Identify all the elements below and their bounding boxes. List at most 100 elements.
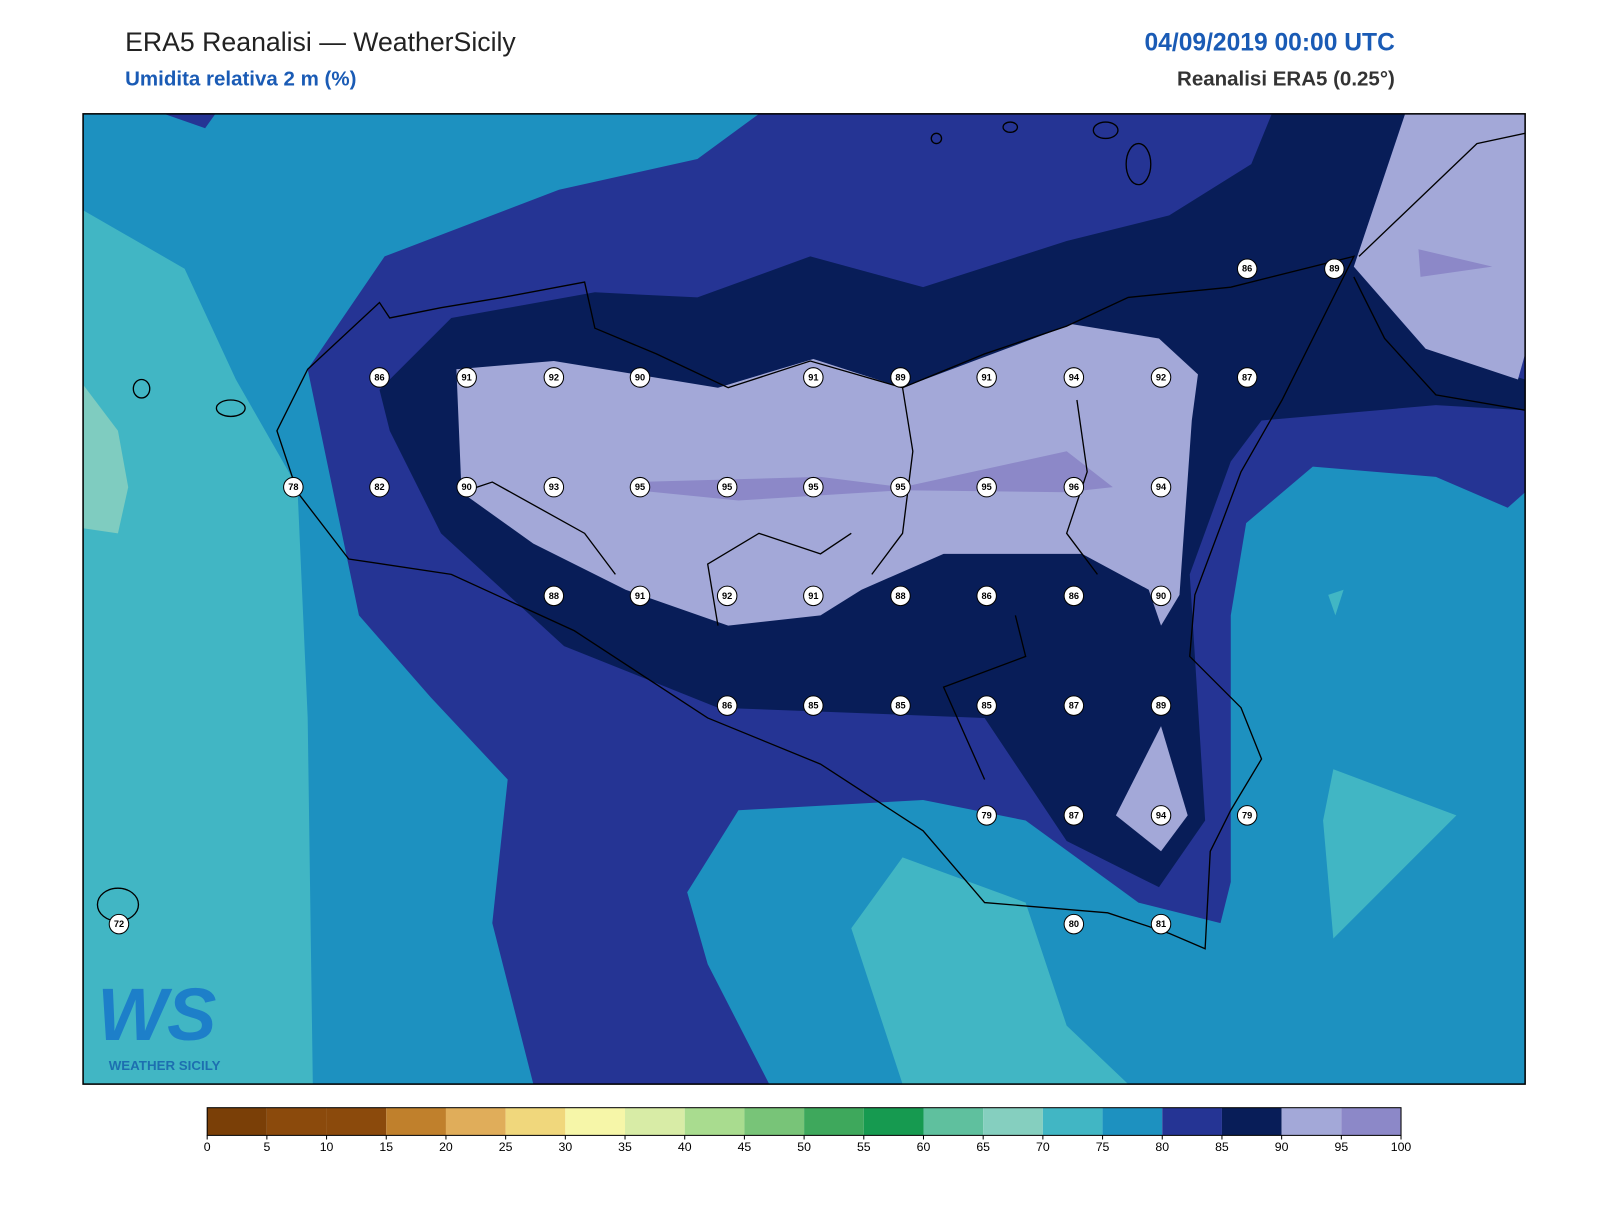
station-value: 91 (462, 372, 472, 382)
station-marker (369, 476, 390, 498)
contour-80-85 (164, 113, 216, 129)
station-marker (543, 585, 565, 607)
colorbar-bin (1162, 1107, 1222, 1136)
colorbar-tick-label: 0 (204, 1140, 211, 1154)
colorbar-tick-label: 55 (857, 1140, 871, 1154)
colorbar-bin (326, 1107, 387, 1136)
colorbar-tick-label: 50 (797, 1140, 811, 1154)
station-value: 87 (1069, 701, 1079, 711)
station-value: 90 (635, 372, 645, 382)
colorbar-tick-label: 100 (1391, 1140, 1412, 1154)
station-value: 86 (982, 591, 992, 601)
colorbar-bin (923, 1107, 984, 1136)
station-value: 91 (982, 372, 992, 382)
station-value: 78 (288, 482, 298, 492)
station-marker (890, 695, 911, 716)
station-value: 94 (1156, 810, 1167, 820)
colorbar-tick-label: 5 (263, 1140, 270, 1154)
station-value: 96 (1069, 482, 1079, 492)
colorbar-tick-label: 45 (738, 1140, 752, 1154)
island (1002, 121, 1019, 133)
station-value: 87 (1242, 372, 1252, 382)
colorbar-tick-label: 25 (499, 1140, 513, 1154)
station-marker (976, 695, 997, 716)
station-value: 93 (549, 482, 559, 492)
station-marker (369, 367, 390, 388)
station-marker (803, 476, 824, 498)
station-value: 79 (982, 810, 992, 820)
island (1125, 142, 1152, 186)
station-marker (1150, 913, 1172, 935)
colorbar-tick-label: 35 (618, 1140, 632, 1154)
title: ERA5 Reanalisi — WeatherSicily (125, 27, 516, 57)
station-marker (283, 476, 304, 498)
island (930, 132, 943, 145)
station-value: 85 (982, 701, 992, 711)
colorbar-tick-label: 30 (558, 1140, 572, 1154)
island (215, 399, 246, 418)
station-marker (1150, 695, 1172, 716)
station-marker (1236, 258, 1258, 279)
colorbar-bin (1221, 1107, 1282, 1136)
station-marker (108, 913, 130, 935)
station-value: 95 (635, 482, 645, 492)
station-marker (1324, 258, 1345, 279)
colorbar-tick-label: 10 (320, 1140, 334, 1154)
station-marker (1150, 805, 1172, 826)
station-marker (803, 585, 824, 607)
colorbar-tick-label: 90 (1275, 1140, 1289, 1154)
station-value: 90 (1156, 591, 1166, 601)
station-value: 86 (722, 701, 732, 711)
station-value: 95 (982, 482, 992, 492)
colorbar-bin (266, 1107, 327, 1136)
colorbar-tick-label: 20 (439, 1140, 453, 1154)
station-marker (629, 367, 651, 388)
station-value: 94 (1069, 372, 1080, 382)
colorbar-bin (1102, 1107, 1163, 1136)
station-value: 82 (374, 482, 384, 492)
coastline-calabria (1353, 132, 1526, 411)
colorbar-bin (207, 1107, 267, 1136)
colorbar-bin (1042, 1107, 1103, 1136)
station-marker (1236, 805, 1258, 826)
colorbar-bin (505, 1107, 566, 1136)
station-value: 88 (549, 591, 559, 601)
station-value: 92 (1156, 372, 1166, 382)
station-marker (976, 585, 997, 607)
station-marker (543, 367, 565, 388)
station-value: 95 (895, 482, 905, 492)
colorbar-tick-label: 60 (917, 1140, 931, 1154)
colorbar-bin (565, 1107, 626, 1136)
station-marker (1063, 913, 1085, 935)
station-marker (716, 585, 738, 607)
colorbar-bin (863, 1107, 924, 1136)
station-marker (629, 476, 651, 498)
colorbar-bin (684, 1107, 745, 1136)
colorbar-bin (804, 1107, 864, 1136)
station-marker (976, 367, 997, 388)
station-marker (890, 476, 911, 498)
station-value: 88 (895, 591, 905, 601)
station-marker (890, 585, 911, 607)
island (1092, 121, 1119, 140)
station-marker (456, 367, 477, 388)
station-marker (890, 367, 911, 388)
station-value: 92 (722, 591, 732, 601)
station-value: 89 (1329, 264, 1339, 274)
station-marker (976, 805, 997, 826)
colorbar-tick-label: 65 (976, 1140, 990, 1154)
colorbar-tick-label: 70 (1036, 1140, 1050, 1154)
colorbar-tick-label: 85 (1215, 1140, 1229, 1154)
station-value: 79 (1242, 810, 1252, 820)
colorbar-tick-label: 40 (678, 1140, 692, 1154)
station-value: 80 (1069, 919, 1079, 929)
station-value: 85 (808, 701, 818, 711)
station-value: 92 (549, 372, 559, 382)
map-frame (82, 113, 1526, 1085)
colorbar-bin (386, 1107, 446, 1136)
station-marker (629, 585, 651, 607)
station-value: 72 (114, 919, 124, 929)
station-marker (456, 476, 477, 498)
colorbar-bin (625, 1107, 685, 1136)
